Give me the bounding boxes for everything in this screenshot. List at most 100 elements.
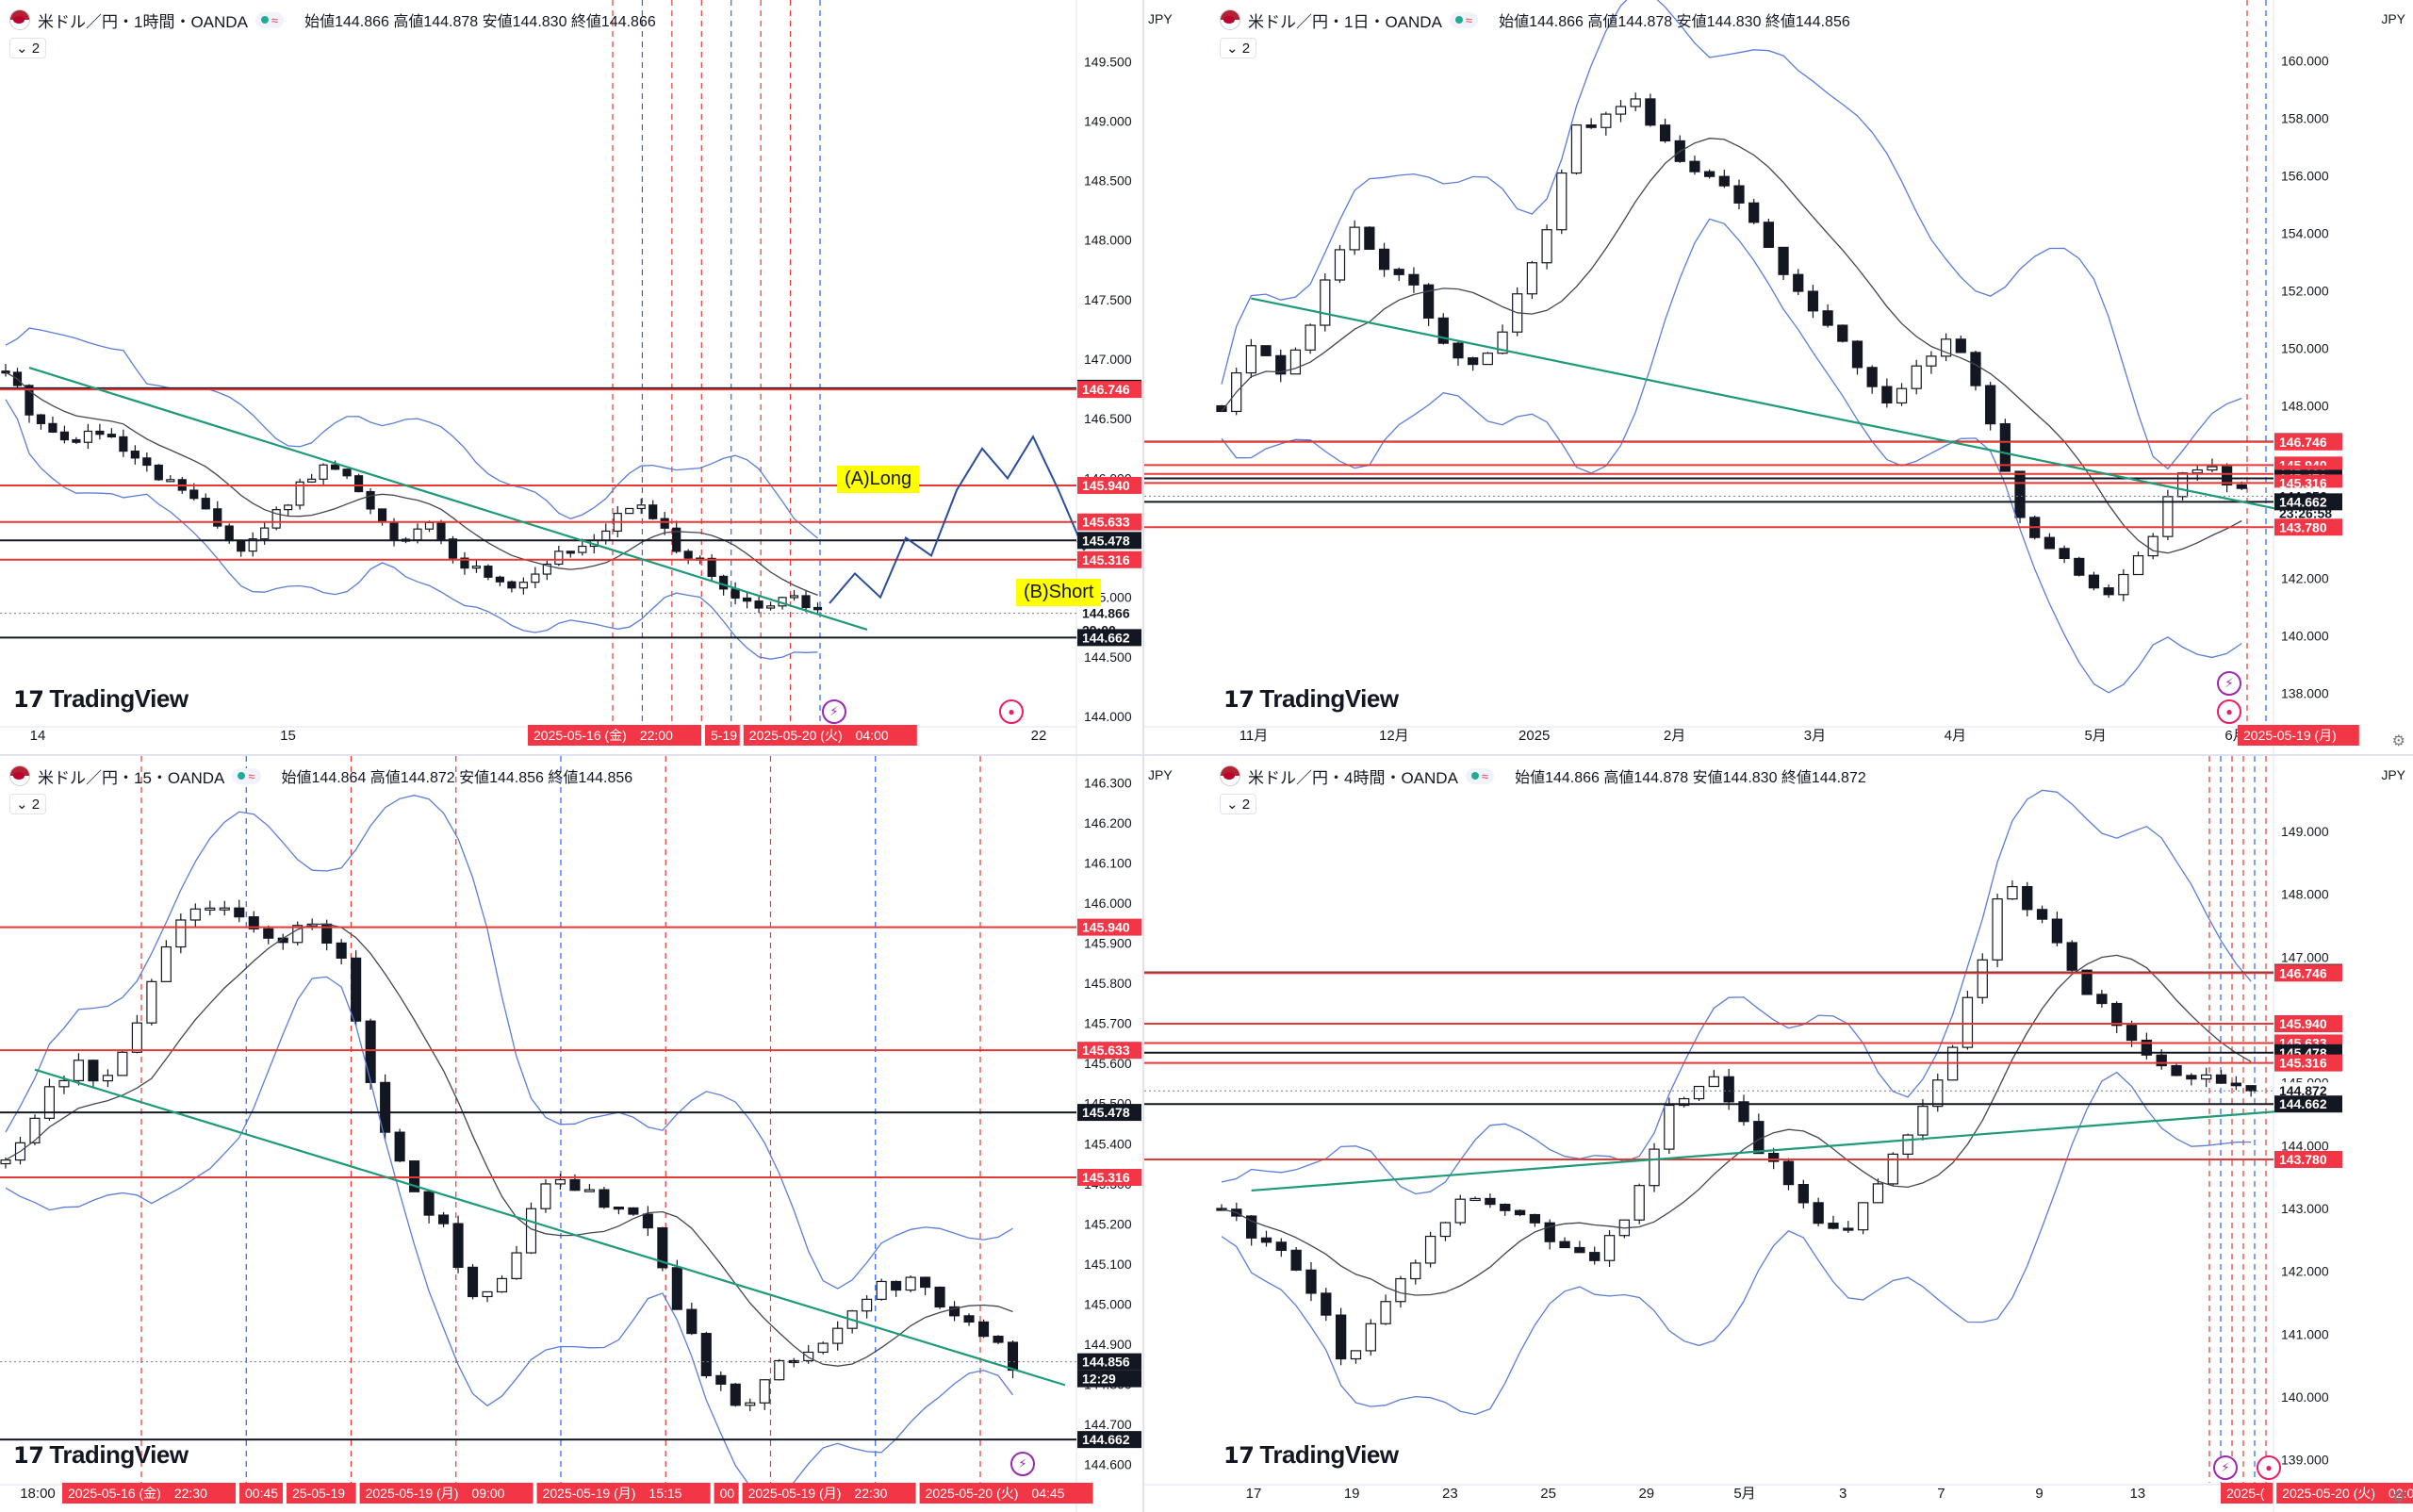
currency-label[interactable]: JPY [2381,11,2405,26]
symbol-title[interactable]: 米ドル／円・1日・OANDA [1248,12,1442,31]
price-tick-label: 145.700 [1084,1016,1132,1031]
bollinger-upper-band [1221,789,2252,1195]
price-tag [1077,1104,1141,1122]
candle [263,928,274,939]
lightning-icon[interactable]: ⚡ [822,699,846,724]
indicator-collapse-toggle[interactable]: ⌄ 2 [1220,794,1257,814]
candle [542,563,551,575]
price-tag-label: 146.746 [2279,435,2327,450]
tradingview-logo: 𝟭𝟳 TradingView [13,684,189,714]
currency-flag-icon [1220,9,1240,30]
lightning-icon[interactable]: ⚡ [2213,1455,2238,1480]
candle [2036,909,2048,920]
candle [1559,1241,1570,1249]
candle [1603,1235,1616,1261]
price-tick-label: 149.500 [1084,54,1132,69]
bollinger-lower-band [1221,1071,2252,1416]
candle [88,1060,99,1082]
candle [1659,124,1671,142]
candle [876,1280,887,1300]
settings-gear-icon[interactable]: ⚙ [2391,733,2405,749]
candle [130,451,140,459]
chart-h4[interactable]: 149.000148.000147.000146.000145.000144.0… [1144,756,2413,1512]
price-tag-label: 12:29 [1082,1372,1116,1387]
bollinger-upper-band [5,795,1013,1290]
indicator-count: 2 [1241,41,1251,57]
status-pill[interactable]: ≈ [1449,11,1479,28]
candle [949,1306,960,1317]
time-highlight-label: 2025-05-16 (金) 22:00 [533,728,673,743]
lightning-icon[interactable]: ⚡ [1010,1452,1035,1476]
candle [1615,106,1627,115]
candle [1778,246,1789,275]
settings-gear-icon[interactable]: ⚙ [2391,1489,2405,1505]
price-tag-label: 145.316 [1082,552,1130,567]
candle [1589,1252,1600,1261]
candle [484,566,493,578]
candle [336,942,347,960]
indicator-collapse-toggle[interactable]: ⌄ 2 [9,38,47,58]
candle [1321,1292,1332,1316]
price-tag [1077,1431,1141,1449]
candle [496,1277,508,1293]
candle [1723,1076,1734,1103]
candle [743,597,752,602]
price-tag-label: 146.746 [2279,965,2327,980]
candle [1320,279,1331,326]
candle [1541,229,1552,264]
chart-h1[interactable]: 149.500 149.000 148.500 148.000 147.500 147.0… [0,0,1142,754]
price-tick-label: 149.000 [1084,113,1132,128]
candle [2236,484,2247,489]
candle [1837,324,1848,342]
price-tag [1077,1370,1141,1388]
target-icon[interactable]: ● [2217,699,2241,724]
candle [1393,269,1404,275]
currency-label[interactable]: JPY [2381,767,2405,782]
candle [511,1252,522,1280]
indicator-collapse-toggle[interactable]: ⌄ 2 [1220,38,1257,58]
candle [351,957,362,1022]
symbol-title[interactable]: 米ドル／円・1時間・OANDA [38,12,248,31]
tradingview-logo: 𝟭𝟳 TradingView [13,1440,189,1470]
panel-divider-horizontal[interactable] [0,754,2413,756]
price-tick-label: 138.000 [2281,686,2329,701]
candle [2096,994,2108,1005]
time-highlight-badge [239,1483,283,1504]
chart-d1[interactable]: 160.000 158.000 156.000 154.000 152.000 150.0… [1144,0,2413,754]
candle [1828,1223,1839,1229]
lightning-icon[interactable]: ⚡ [2217,671,2241,696]
status-pill[interactable]: ≈ [232,767,261,784]
symbol-title[interactable]: 米ドル／円・4時間・OANDA [1248,768,1458,787]
candle [566,551,575,554]
status-pill[interactable]: ≈ [254,11,285,28]
time-tick-label: 7 [1937,1486,1945,1502]
price-tag-label: 145.316 [2279,475,2327,490]
price-tick-label: 145.200 [1084,1216,1132,1231]
target-icon[interactable]: ● [2257,1455,2281,1480]
price-tag-label: 145.478 [1082,1105,1130,1120]
candle [452,1223,464,1268]
symbol-title[interactable]: 米ドル／円・15・OANDA [38,768,225,787]
market-open-icon [1470,772,1479,780]
candle [1529,1213,1541,1224]
candle [2118,573,2129,596]
moving-average-line [5,923,1013,1367]
left-currency-label[interactable]: JPY [1148,11,1173,26]
price-tag-label: 145.940 [1082,920,1130,935]
candle [1275,1241,1287,1251]
panel-divider-vertical[interactable] [1142,0,1144,1512]
price-tick-label: 145.600 [1084,1056,1132,1071]
indicator-count: 2 [31,797,41,813]
chart-m15[interactable]: 146.300 146.200 146.100 146.000 145.900 145.8… [0,756,1142,1512]
candle [2111,1002,2123,1027]
left-currency-label[interactable]: JPY [1148,767,1173,782]
price-tick-label: 154.000 [2281,225,2329,240]
candle [628,1207,639,1215]
price-axis [2273,756,2343,1512]
target-icon[interactable]: ● [999,699,1024,724]
candle [531,573,540,583]
indicator-collapse-toggle[interactable]: ⌄ 2 [9,794,47,814]
candle [1970,352,1981,386]
status-pill[interactable]: ≈ [1465,767,1495,784]
wave-icon: ≈ [248,768,255,783]
